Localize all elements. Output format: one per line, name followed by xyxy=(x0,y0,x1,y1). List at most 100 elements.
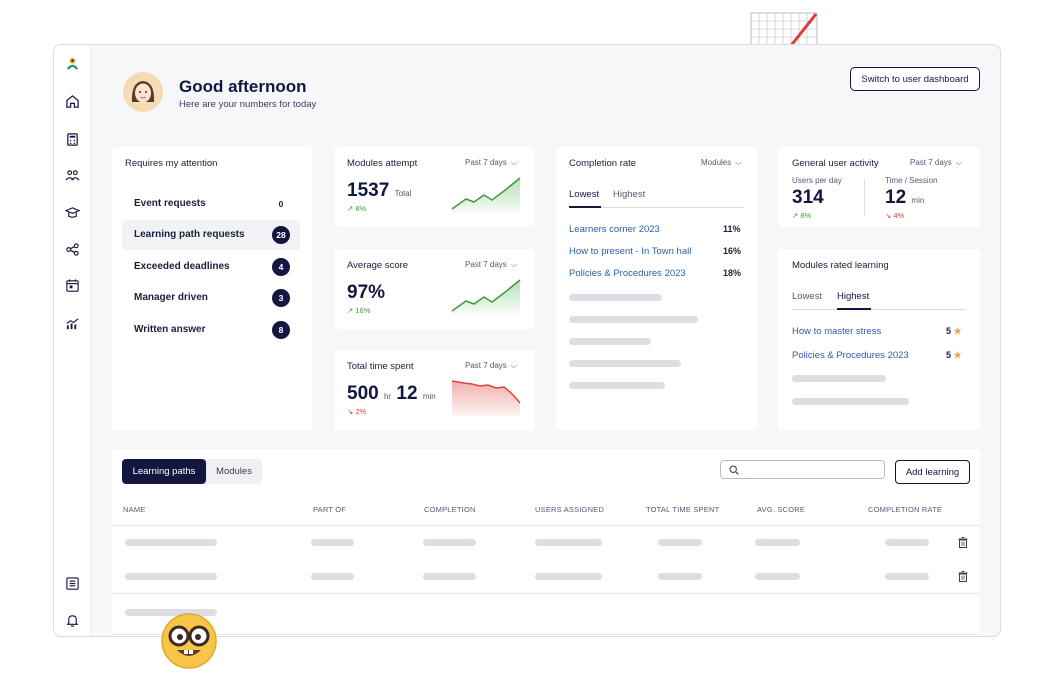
attention-item-manager-driven[interactable]: Manager driven 3 xyxy=(122,283,300,313)
column-header-name[interactable]: NAME xyxy=(123,505,146,514)
loading-placeholder xyxy=(125,609,217,616)
column-header-completion-rate[interactable]: COMPLETION RATE xyxy=(868,505,943,514)
column-header-users-assigned[interactable]: USERS ASSIGNED xyxy=(535,505,605,514)
chevron-down-icon: ⌵ xyxy=(510,361,517,370)
attention-item-event-requests[interactable]: Event requests 0 xyxy=(122,189,300,219)
loading-placeholder xyxy=(569,338,651,345)
users-icon[interactable] xyxy=(64,167,80,183)
trash-icon[interactable] xyxy=(958,571,968,582)
table-row[interactable] xyxy=(112,526,980,560)
rated-item-score: 5 ★ xyxy=(946,326,962,337)
loading-placeholder xyxy=(125,573,217,580)
trash-icon[interactable] xyxy=(958,537,968,548)
share-icon[interactable] xyxy=(64,241,80,257)
page-subtitle: Here are your numbers for today xyxy=(179,99,317,110)
time-number: 12 xyxy=(885,187,907,208)
add-learning-button[interactable]: Add learning xyxy=(895,460,970,484)
loading-placeholder xyxy=(311,573,354,580)
tab-highest[interactable]: Highest xyxy=(613,189,646,200)
header-divider xyxy=(112,525,980,526)
trend-down-delta: ↘ 4% xyxy=(885,211,904,220)
switch-dashboard-button[interactable]: Switch to user dashboard xyxy=(850,67,980,91)
tab-lowest[interactable]: Lowest xyxy=(792,291,823,302)
total-time-value: 500 hr 12 min xyxy=(347,383,436,405)
table-row[interactable] xyxy=(112,595,980,635)
completion-item-link[interactable]: Policies & Procedures 2023 xyxy=(569,268,686,279)
period-dropdown[interactable]: Past 7 days ⌵ xyxy=(910,158,962,168)
modules-attempt-number: 1537 xyxy=(347,180,390,201)
loading-placeholder xyxy=(423,539,476,546)
column-header-completion[interactable]: COMPLETION xyxy=(424,505,476,514)
attention-item-label: Manager driven xyxy=(134,292,208,303)
loading-placeholder xyxy=(792,375,886,382)
completion-item-value: 18% xyxy=(723,268,742,278)
delta-value: 8% xyxy=(355,204,367,213)
module-filter-dropdown[interactable]: Modules ⌵ xyxy=(701,158,741,168)
graduation-cap-icon[interactable] xyxy=(64,204,80,220)
count-badge: 4 xyxy=(272,258,290,276)
rated-item-link[interactable]: How to master stress xyxy=(792,326,882,337)
calculator-icon[interactable] xyxy=(64,131,80,147)
trend-down-icon: ↘ xyxy=(347,407,354,416)
average-score-value: 97% xyxy=(347,282,386,303)
reports-icon[interactable] xyxy=(64,575,80,591)
modules-attempt-card: Modules attempt Past 7 days ⌵ 1537 Total … xyxy=(334,147,535,227)
average-score-title: Average score xyxy=(347,260,409,271)
sparkline-up xyxy=(451,279,521,315)
analytics-icon[interactable] xyxy=(64,315,80,331)
period-dropdown[interactable]: Past 7 days ⌵ xyxy=(465,158,517,168)
trend-up-delta: ↗ 8% xyxy=(792,211,811,220)
total-time-title: Total time spent xyxy=(347,361,414,372)
chevron-down-icon: ⌵ xyxy=(735,158,742,167)
attention-item-written-answer[interactable]: Written answer 8 xyxy=(122,315,300,345)
tab-highest[interactable]: Highest xyxy=(837,291,870,302)
table-row[interactable] xyxy=(112,560,980,594)
attention-title: Requires my attention xyxy=(125,158,218,169)
search-icon xyxy=(729,465,739,475)
attention-item-learning-path-requests[interactable]: Learning path requests 28 xyxy=(122,220,300,250)
period-label: Past 7 days xyxy=(465,158,507,167)
home-icon[interactable] xyxy=(64,93,80,109)
attention-item-exceeded-deadlines[interactable]: Exceeded deadlines 4 xyxy=(122,252,300,282)
column-header-avg-score[interactable]: AVG. SCORE xyxy=(757,505,806,514)
loading-placeholder xyxy=(569,360,681,367)
delta-value: 8% xyxy=(800,211,812,220)
attention-item-label: Learning path requests xyxy=(134,229,245,240)
page-title: Good afternoon xyxy=(179,77,307,96)
column-header-part-of[interactable]: PART OF xyxy=(313,505,347,514)
loading-placeholder xyxy=(311,539,354,546)
loading-placeholder xyxy=(885,539,929,546)
tab-learning-paths[interactable]: Learning paths xyxy=(122,459,206,484)
rated-item-link[interactable]: Policies & Procedures 2023 xyxy=(792,350,909,361)
tab-modules[interactable]: Modules xyxy=(216,466,252,477)
completion-item-link[interactable]: How to present - In Town hall xyxy=(569,246,692,257)
users-per-day-label: Users per day xyxy=(792,176,842,185)
column-header-total-time-spent[interactable]: TOTAL TIME SPENT xyxy=(646,505,720,514)
stat-divider xyxy=(864,179,865,215)
loading-placeholder xyxy=(125,539,217,546)
total-time-card: Total time spent Past 7 days ⌵ 500 hr 12 … xyxy=(334,350,535,430)
count-badge: 8 xyxy=(272,321,290,339)
tab-lowest[interactable]: Lowest xyxy=(569,189,600,200)
sidebar xyxy=(54,45,91,636)
loading-placeholder xyxy=(885,573,929,580)
period-dropdown[interactable]: Past 7 days ⌵ xyxy=(465,260,517,270)
count-badge: 3 xyxy=(272,289,290,307)
loading-placeholder xyxy=(535,573,602,580)
completion-item-link[interactable]: Learners corner 2023 xyxy=(569,224,660,235)
search-input[interactable] xyxy=(720,460,885,479)
sparkline-down xyxy=(451,380,521,416)
star-icon: ★ xyxy=(953,326,962,336)
time-unit: min xyxy=(911,196,925,205)
trend-up-icon: ↗ xyxy=(792,211,799,220)
rating-value: 5 xyxy=(946,350,952,360)
active-tab-underline xyxy=(837,308,871,310)
period-dropdown[interactable]: Past 7 days ⌵ xyxy=(465,361,517,371)
logo-icon[interactable] xyxy=(64,55,80,71)
tabs-divider xyxy=(601,207,744,208)
chevron-down-icon: ⌵ xyxy=(955,158,962,167)
minutes-value: 12 xyxy=(396,383,418,404)
calendar-icon[interactable] xyxy=(64,277,80,293)
attention-item-label: Exceeded deadlines xyxy=(134,261,230,272)
bell-icon[interactable] xyxy=(64,612,80,628)
